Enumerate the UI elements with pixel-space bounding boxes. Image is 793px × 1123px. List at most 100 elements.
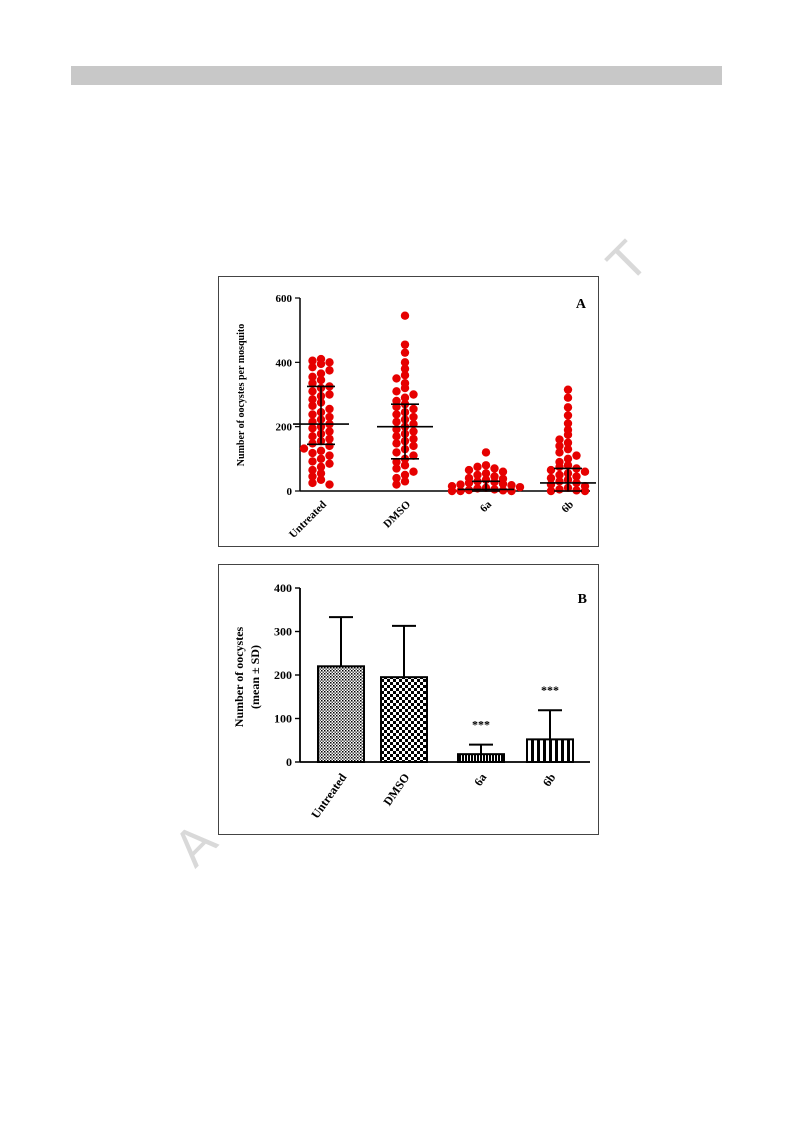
x-tick-label: 6b [559,499,576,516]
data-point [409,467,418,476]
data-point [400,393,410,402]
data-point [392,410,401,419]
data-point [473,470,482,480]
data-point [563,454,573,464]
data-point [308,387,317,396]
data-point [400,311,410,320]
data-point [409,441,418,451]
data-point [555,441,564,451]
y-tick-label: 600 [276,293,293,305]
data-point [325,480,334,489]
data-point [456,486,465,496]
data-point [316,359,326,369]
panel-label-a: A [576,297,587,312]
data-point [546,465,556,475]
data-point [400,358,410,367]
data-point [580,467,590,476]
data-point [400,383,410,393]
data-point [546,473,556,483]
panel-b: 0 100 200 300 400 Number of oocystes (mean ± S… [218,564,599,835]
data-point [464,465,474,475]
data-point [498,479,508,489]
data-point [325,358,334,367]
data-point [563,461,573,470]
y-tick-label: 200 [276,422,293,434]
data-point [563,444,573,454]
data-point [325,459,334,468]
data-point [481,448,491,457]
data-point [392,448,401,457]
data-point [325,434,334,444]
data-point [392,480,401,489]
data-point [325,451,334,460]
data-point [392,387,401,396]
data-point [464,478,474,488]
x-tick-label: DMSO [381,498,413,530]
data-point [316,475,326,484]
data-point [409,412,418,422]
data-point [316,469,326,478]
data-point [580,486,590,496]
data-point [316,375,326,385]
y-tick-label: 400 [276,357,293,369]
y-tick-label: 400 [274,581,292,595]
data-point [563,385,573,394]
data-point [308,424,317,433]
bar [317,665,365,763]
data-point [572,451,581,460]
x-tick-label: DMSO [380,771,412,809]
data-point [392,374,401,383]
data-point [490,464,499,473]
data-point [392,457,401,467]
panel-label-b: B [578,592,587,607]
data-point [308,395,317,404]
data-point [392,417,401,427]
data-point [400,340,410,349]
data-point [316,369,326,378]
data-point [325,412,334,422]
data-point [392,473,401,483]
bar [380,676,428,763]
data-point [481,469,491,478]
data-point [392,439,401,448]
x-tick-label: 6a [471,771,489,789]
data-point [308,472,317,481]
data-point [308,356,317,365]
data-point [308,439,317,448]
data-point [392,464,401,473]
data-point [515,482,525,492]
data-point [325,366,334,375]
y-tick-label: 100 [274,712,292,726]
data-point [308,410,317,419]
panel-a: 0 200 400 600 Number of oocystes per mosquit… [218,276,599,547]
significance-annotation: *** [541,683,559,697]
data-point [308,457,317,466]
data-point [555,477,564,486]
scatter-chart: 0 200 400 600 Number of oocystes per mosquit… [236,293,596,541]
data-point [308,465,317,475]
y-axis-label: Number of oocystes per mosquito [236,324,247,466]
y-axis-label-line2: (mean ± SD) [248,645,262,709]
data-point [563,393,573,402]
y-tick-label: 0 [286,755,292,769]
data-point [563,430,573,439]
data-point [400,371,410,380]
data-point [498,486,508,495]
bar-chart: 0 100 200 300 400 Number of oocystes (mean ± S… [232,581,590,821]
data-point [447,486,457,496]
data-point [473,462,482,472]
data-point [555,485,564,494]
data-point [325,404,334,414]
watermark-fragment-top: T [596,230,660,294]
data-point [299,444,309,453]
data-point [316,454,326,464]
y-tick-label: 0 [287,486,293,498]
data-point [546,486,556,496]
y-axis-label-line1: Number of oocystes [232,626,246,727]
data-point [308,362,317,372]
data-point [308,379,317,388]
y-tick-label: 300 [274,625,292,639]
data-point [325,441,334,451]
data-point [507,481,516,490]
data-point [563,419,573,428]
